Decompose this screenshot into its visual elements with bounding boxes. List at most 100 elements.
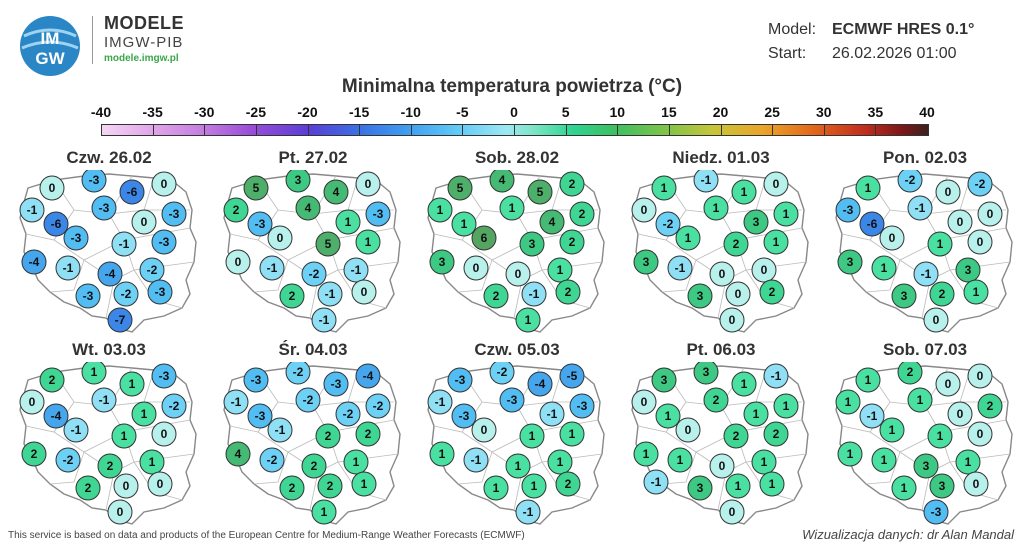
colorbar-tick-label: -10	[400, 104, 421, 120]
temperature-marker: 1	[559, 421, 585, 447]
forecast-panel: Sob. 07.03 1 2 0 0 -1 1 0 2 1 1 1 0 1 1 3 1 1 3 0 -3	[830, 340, 1020, 530]
temperature-circle	[763, 171, 789, 197]
temperature-value: 2	[49, 373, 56, 387]
temperature-circle	[75, 475, 101, 501]
temperature-circle	[935, 179, 961, 205]
temperature-marker: 1	[131, 401, 157, 427]
temperature-circle	[703, 387, 729, 413]
temperature-marker: 0	[963, 471, 989, 497]
temperature-value: -1	[63, 261, 74, 275]
region-border	[717, 279, 727, 319]
brand-subtitle: IMGW-PIB	[104, 34, 184, 51]
footer-attribution: This service is based on data and produc…	[8, 530, 525, 541]
temperature-value: 3	[901, 289, 908, 303]
temperature-value: 1	[917, 393, 924, 407]
temperature-value: 4	[235, 447, 242, 461]
temperature-circle	[947, 209, 973, 235]
temperature-value: 0	[987, 207, 994, 221]
region-border	[49, 259, 85, 293]
temperature-marker: 1	[743, 401, 769, 427]
temperature-value: -1	[351, 263, 362, 277]
temperature-value: 2	[733, 429, 740, 443]
temperature-value: 0	[685, 423, 692, 437]
brand-block: MODELE IMGW-PIB modele.imgw.pl	[104, 14, 184, 64]
temperature-marker: 0	[151, 421, 177, 447]
temperature-value: 0	[957, 215, 964, 229]
temperature-marker: 1	[855, 175, 881, 201]
temperature-value: -6	[127, 185, 138, 199]
temperature-circle	[147, 279, 173, 305]
temperature-value: 0	[157, 477, 164, 491]
temperature-circle	[451, 211, 477, 237]
temperature-marker: 4	[489, 170, 515, 193]
temperature-value: 2	[565, 477, 572, 491]
panel-date-title: Niedz. 01.03	[672, 148, 770, 167]
temperature-value: 1	[141, 407, 148, 421]
temperature-value: -3	[255, 409, 266, 423]
temperature-circle	[355, 171, 381, 197]
panel-date-title: Pt. 27.02	[278, 148, 348, 167]
temperature-circle	[151, 421, 177, 447]
temperature-circle	[693, 170, 719, 193]
temperature-marker: 1	[499, 195, 525, 221]
temperature-marker: 1	[451, 211, 477, 237]
temperature-marker: -6	[119, 179, 145, 205]
temperature-marker: -3	[447, 367, 473, 393]
temperature-marker: 2	[223, 197, 249, 223]
temperature-circle	[279, 283, 305, 309]
temperature-value: 3	[703, 365, 710, 379]
temperature-value: -1	[651, 475, 662, 489]
colorbar-tick-label: 30	[815, 104, 832, 120]
temperature-value: -3	[459, 409, 470, 423]
temperature-marker: 1	[521, 473, 547, 499]
temperature-marker: 1	[351, 471, 377, 497]
temperature-marker: 1	[483, 475, 509, 501]
temperature-circle	[763, 229, 789, 255]
temperature-value: -3	[83, 289, 94, 303]
temperature-circle	[879, 225, 905, 251]
colorbar-tick-label: -15	[349, 104, 370, 120]
temperature-value: -1	[771, 369, 782, 383]
temperature-marker: 2	[929, 281, 955, 307]
forecast-panel: Pt. 27.02 5 3 4 0 -3 4 1 -3 2 0 5 1 0 -1 -2 -1 2 -1 0 -1	[218, 148, 408, 338]
temperature-circle	[315, 423, 341, 449]
temperature-value: -2	[497, 365, 508, 379]
temperature-circle	[651, 175, 677, 201]
temperature-marker: 5	[315, 231, 341, 257]
temperature-value: 3	[439, 255, 446, 269]
temperature-value: 2	[327, 479, 334, 493]
temperature-marker: 1	[871, 447, 897, 473]
temperature-marker: -1	[463, 447, 489, 473]
temperature-marker: -1	[907, 195, 933, 221]
poland-map: 0-3-60-6-30-3-1-3 -1 -3-4 -1 -4 -2-3 -2 -3-7	[19, 170, 197, 333]
temperature-marker: 1	[311, 499, 337, 525]
temperature-marker: 2	[555, 279, 581, 305]
temperature-value: 1	[121, 429, 128, 443]
temperature-marker: -1	[693, 170, 719, 193]
poland-map: 211-3-4-11-20-1 1 02 -2 2 12 0 00	[19, 362, 197, 525]
temperature-value: 1	[361, 477, 368, 491]
temperature-circle	[927, 231, 953, 257]
temperature-value: 1	[973, 285, 980, 299]
temperature-marker: 3	[913, 453, 939, 479]
temperature-circle	[243, 367, 269, 393]
temperature-marker: -3	[147, 279, 173, 305]
temperature-circle	[463, 447, 489, 473]
temperature-marker: -3	[451, 403, 477, 429]
temperature-value: -2	[267, 453, 278, 467]
temperature-marker: -1	[91, 387, 117, 413]
temperature-marker: -1	[19, 197, 45, 223]
temperature-circle	[631, 389, 657, 415]
brand-url-link[interactable]: modele.imgw.pl	[104, 53, 179, 64]
temperature-marker: 2	[555, 471, 581, 497]
temperature-circle	[515, 307, 541, 333]
temperature-value: 1	[889, 423, 896, 437]
temperature-circle	[43, 211, 69, 237]
temperature-marker: 1	[927, 423, 953, 449]
temperature-circle	[709, 453, 735, 479]
temperature-marker: -6	[43, 211, 69, 237]
temperature-value: -1	[547, 407, 558, 421]
temperature-marker: -3	[81, 170, 107, 193]
temperature-value: 1	[439, 447, 446, 461]
